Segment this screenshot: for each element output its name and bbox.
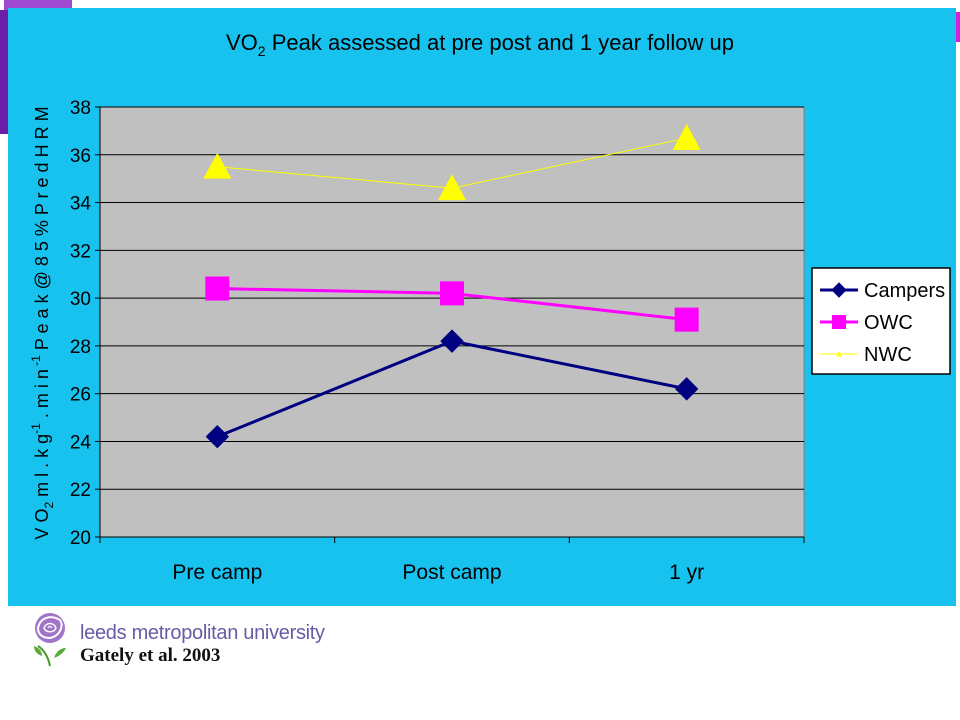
data-point — [438, 174, 466, 201]
y-tick-label: 36 — [70, 146, 91, 167]
y-axis-label: V O2 m l . k g-1 . m i n -1 P e a k @ 8 … — [29, 106, 56, 539]
y-tick-label: 26 — [70, 385, 91, 406]
series-nwc — [203, 124, 701, 201]
accent-bar-vertical — [0, 10, 10, 134]
y-axis-ticks: 20 22 24 26 28 30 32 34 36 38 — [70, 98, 101, 549]
legend-marker — [831, 282, 847, 298]
legend-entries: Campers OWC NWC — [820, 280, 945, 366]
legend-marker — [836, 351, 842, 357]
y-tick-label: 22 — [70, 480, 91, 501]
chart-title-rest: Peak assessed at pre post and 1 year fol… — [266, 30, 734, 55]
rose-logo-icon — [34, 613, 66, 667]
citation: Gately et al. 2003 — [80, 645, 221, 666]
y-tick-label: 28 — [70, 337, 91, 358]
data-point — [203, 152, 232, 179]
data-point — [440, 329, 464, 353]
series-campers — [205, 329, 699, 449]
legend-label: NWC — [864, 344, 912, 366]
legend: Campers OWC NWC — [811, 267, 951, 375]
y-tick-label: 24 — [70, 432, 92, 453]
legend-label: Campers — [864, 280, 945, 302]
x-tick-label: 1 yr — [669, 561, 704, 584]
data-point — [205, 276, 230, 301]
y-tick-label: 34 — [70, 194, 92, 215]
data-point — [205, 424, 230, 449]
data-point — [672, 124, 701, 150]
y-tick-label: 38 — [70, 98, 91, 119]
y-tick-label: 20 — [70, 528, 91, 549]
series-layer — [203, 124, 701, 449]
x-axis-ticks: Pre camp Post camp 1 yr — [99, 536, 805, 584]
chart-title-sub: 2 — [258, 43, 266, 59]
chart-title: VO2 Peak assessed at pre post and 1 year… — [226, 30, 734, 59]
y-tick-label: 30 — [70, 289, 91, 310]
x-tick-label: Post camp — [402, 561, 501, 584]
legend-marker — [832, 315, 846, 329]
university-name: leeds metropolitan university — [80, 622, 325, 644]
data-point — [674, 377, 699, 401]
data-point — [440, 281, 464, 306]
y-tick-label: 32 — [70, 241, 91, 262]
x-tick-label: Pre camp — [172, 561, 262, 584]
series-owc — [205, 276, 699, 332]
chart-title-main: VO — [226, 30, 258, 55]
data-point — [674, 307, 699, 332]
legend-label: OWC — [864, 312, 913, 334]
